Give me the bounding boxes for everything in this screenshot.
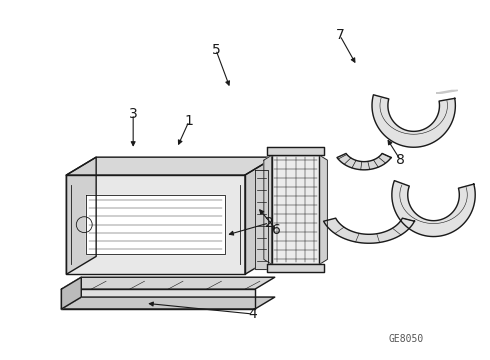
Polygon shape bbox=[66, 157, 275, 175]
Text: 6: 6 bbox=[272, 223, 281, 237]
Text: 3: 3 bbox=[129, 107, 138, 121]
Text: GE8050: GE8050 bbox=[389, 334, 424, 344]
Polygon shape bbox=[392, 181, 475, 237]
Polygon shape bbox=[66, 175, 245, 274]
Polygon shape bbox=[245, 157, 275, 274]
Text: 4: 4 bbox=[248, 307, 257, 321]
Polygon shape bbox=[337, 153, 391, 170]
Polygon shape bbox=[264, 155, 272, 264]
Text: 1: 1 bbox=[185, 114, 194, 128]
Polygon shape bbox=[267, 147, 324, 155]
Polygon shape bbox=[61, 277, 275, 289]
Text: 8: 8 bbox=[396, 153, 405, 167]
Polygon shape bbox=[436, 90, 458, 93]
Text: 5: 5 bbox=[212, 42, 220, 57]
Polygon shape bbox=[319, 155, 327, 264]
Polygon shape bbox=[372, 95, 455, 147]
Polygon shape bbox=[267, 264, 324, 272]
Polygon shape bbox=[86, 195, 225, 255]
Polygon shape bbox=[61, 297, 275, 309]
Polygon shape bbox=[255, 170, 268, 269]
Polygon shape bbox=[323, 218, 415, 243]
Polygon shape bbox=[61, 277, 81, 309]
Text: 2: 2 bbox=[265, 216, 274, 230]
Text: 7: 7 bbox=[336, 28, 344, 42]
Polygon shape bbox=[66, 157, 96, 274]
Polygon shape bbox=[61, 289, 255, 309]
Polygon shape bbox=[272, 155, 319, 264]
